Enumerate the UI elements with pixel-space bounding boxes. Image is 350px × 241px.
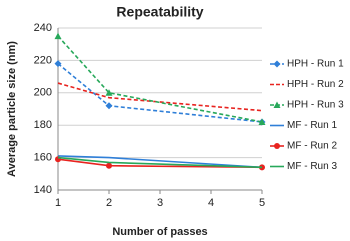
chart-title: Repeatability (116, 4, 203, 20)
legend-marker (273, 101, 281, 108)
y-tick-label: 160 (34, 152, 52, 164)
series-line (57, 156, 263, 169)
marker (106, 162, 112, 169)
legend-label: HPH - Run 1 (287, 59, 344, 70)
marker (105, 102, 113, 110)
x-tick-label: 5 (259, 197, 265, 209)
series-line (57, 35, 263, 123)
series-line (57, 82, 263, 112)
marker (54, 32, 62, 40)
x-tick-label: 4 (208, 197, 214, 209)
y-tick-label: 220 (34, 54, 52, 66)
marker (258, 118, 266, 125)
y-tick-label: 240 (34, 22, 52, 34)
legend-label: MF - Run 2 (287, 141, 337, 152)
legend-label: HPH - Run 2 (287, 79, 344, 90)
y-axis-title: Average particle size (nm) (6, 41, 18, 177)
y-tick-label: 200 (34, 87, 52, 99)
y-tick-label: 180 (34, 119, 52, 131)
legend-label: MF - Run 3 (287, 161, 337, 172)
legend-label: HPH - Run 3 (287, 100, 344, 111)
legend-marker (274, 143, 280, 149)
legend-marker (273, 60, 281, 68)
x-tick-label: 2 (106, 197, 112, 209)
marker (105, 89, 113, 96)
x-tick-label: 1 (55, 197, 61, 209)
x-axis-title: Number of passes (112, 226, 207, 238)
legend-label: MF - Run 1 (287, 120, 337, 131)
y-tick-label: 140 (34, 184, 52, 196)
marker (54, 60, 62, 68)
x-tick-label: 3 (157, 197, 163, 209)
series-line (57, 155, 263, 169)
